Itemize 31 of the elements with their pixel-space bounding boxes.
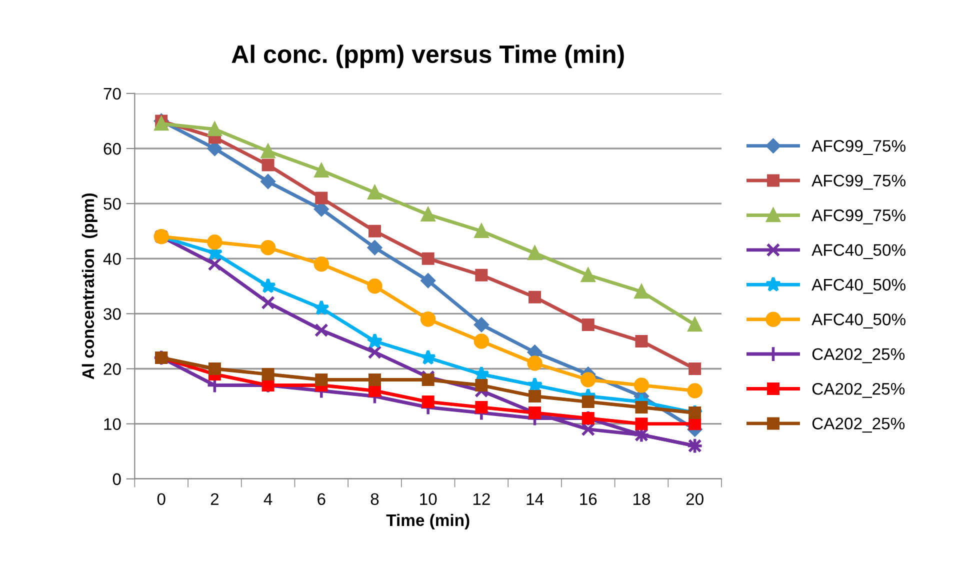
x-tick-label: 2 bbox=[210, 493, 218, 505]
y-tick-label: 20 bbox=[104, 363, 121, 375]
legend-label: AFC99_75% bbox=[812, 209, 906, 224]
y-tick-label: 10 bbox=[104, 418, 121, 430]
x-tick-label: 6 bbox=[318, 493, 326, 506]
legend-label: AFC40_50% bbox=[812, 244, 906, 260]
x-axis-title: Time (min) bbox=[386, 514, 470, 530]
legend-label: AFC99_75% bbox=[812, 174, 906, 190]
x-tick-label: 18 bbox=[633, 493, 650, 506]
chart-title: Al conc. (ppm) versus Time (min) bbox=[232, 44, 624, 68]
x-tick-label: 8 bbox=[370, 493, 379, 506]
legend-label: AFC99_75% bbox=[812, 140, 906, 155]
y-tick-label: 70 bbox=[104, 88, 121, 100]
x-tick-label: 0 bbox=[157, 493, 166, 506]
y-tick-label: 40 bbox=[103, 253, 121, 265]
y-axis-title: Al concentration (ppm) bbox=[82, 193, 98, 380]
x-tick-label: 14 bbox=[526, 493, 544, 505]
legend-label: AFC40_50% bbox=[812, 314, 906, 328]
x-tick-label: 20 bbox=[686, 493, 704, 506]
x-tick-label: 4 bbox=[264, 493, 272, 505]
legend-label: CA202_25% bbox=[812, 418, 905, 433]
legend-label: AFC40_50% bbox=[812, 278, 906, 294]
legend-label: CA202_25% bbox=[812, 382, 905, 398]
y-tick-label: 30 bbox=[104, 308, 121, 320]
y-tick-label: 0 bbox=[112, 473, 121, 486]
y-tick-label: 50 bbox=[104, 198, 121, 210]
x-tick-label: 12 bbox=[473, 493, 490, 505]
y-tick-label: 60 bbox=[104, 142, 121, 155]
x-tick-label: 10 bbox=[420, 493, 437, 506]
x-tick-label: 16 bbox=[580, 493, 597, 506]
legend-label: CA202_25% bbox=[812, 348, 905, 364]
